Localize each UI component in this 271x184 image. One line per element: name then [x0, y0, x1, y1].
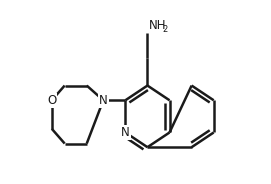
Text: N: N [99, 94, 108, 107]
Text: O: O [47, 94, 56, 107]
Text: NH: NH [149, 19, 166, 32]
Text: N: N [121, 126, 130, 139]
Text: 2: 2 [163, 25, 168, 34]
